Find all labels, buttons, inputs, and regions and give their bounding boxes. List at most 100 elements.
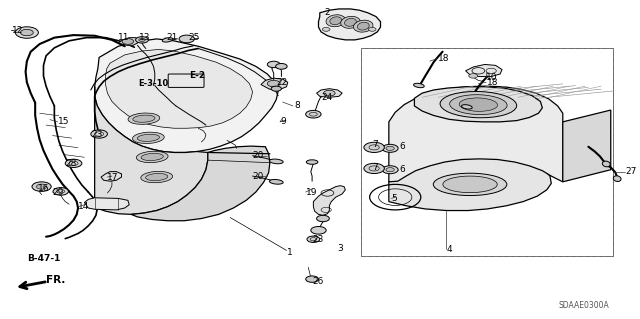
Ellipse shape — [382, 144, 398, 152]
Text: 25: 25 — [189, 33, 200, 42]
Ellipse shape — [340, 16, 360, 28]
Ellipse shape — [613, 176, 621, 182]
Circle shape — [188, 80, 191, 82]
Ellipse shape — [326, 15, 346, 27]
Ellipse shape — [440, 92, 516, 118]
Circle shape — [177, 80, 181, 82]
Ellipse shape — [269, 159, 283, 164]
Ellipse shape — [353, 20, 373, 32]
Ellipse shape — [330, 17, 342, 25]
FancyBboxPatch shape — [168, 74, 204, 87]
Text: 15: 15 — [58, 117, 69, 126]
Circle shape — [139, 38, 145, 41]
Text: 10: 10 — [486, 73, 497, 82]
Ellipse shape — [141, 153, 163, 160]
Circle shape — [182, 80, 186, 82]
Circle shape — [307, 236, 320, 242]
Polygon shape — [118, 38, 140, 45]
Polygon shape — [314, 186, 346, 215]
Text: SDAAE0300A: SDAAE0300A — [558, 301, 609, 310]
Polygon shape — [563, 110, 611, 182]
Polygon shape — [261, 78, 288, 89]
Polygon shape — [415, 87, 542, 122]
Polygon shape — [389, 156, 551, 211]
Ellipse shape — [386, 168, 394, 172]
Text: 14: 14 — [78, 202, 90, 211]
Ellipse shape — [344, 19, 356, 26]
Ellipse shape — [136, 151, 168, 163]
Ellipse shape — [141, 171, 173, 183]
Circle shape — [311, 226, 326, 234]
Text: 20: 20 — [253, 151, 264, 160]
Text: 8: 8 — [294, 101, 300, 110]
Text: 11: 11 — [118, 33, 130, 42]
Circle shape — [324, 90, 335, 96]
Text: 23: 23 — [312, 235, 323, 244]
Circle shape — [306, 110, 321, 118]
Polygon shape — [317, 89, 342, 97]
Polygon shape — [106, 49, 253, 128]
Ellipse shape — [357, 22, 369, 30]
Polygon shape — [101, 172, 122, 181]
Ellipse shape — [450, 95, 507, 115]
Text: 1: 1 — [287, 248, 292, 256]
Text: 2: 2 — [324, 8, 330, 17]
Circle shape — [306, 276, 319, 282]
Polygon shape — [389, 86, 563, 182]
Circle shape — [179, 35, 195, 43]
Circle shape — [317, 215, 330, 222]
Text: 6: 6 — [400, 142, 406, 151]
Text: E-3-10: E-3-10 — [138, 79, 168, 88]
Ellipse shape — [133, 115, 155, 122]
Circle shape — [271, 86, 282, 91]
Text: B-47-1: B-47-1 — [27, 254, 60, 263]
Circle shape — [369, 27, 376, 31]
Circle shape — [136, 37, 148, 43]
Polygon shape — [95, 87, 208, 214]
Text: 5: 5 — [392, 194, 397, 203]
Text: 3: 3 — [338, 244, 344, 253]
Ellipse shape — [443, 176, 497, 193]
Ellipse shape — [269, 180, 283, 184]
Text: 21: 21 — [166, 33, 178, 42]
Text: 4: 4 — [446, 245, 452, 254]
Text: 16: 16 — [38, 184, 50, 193]
Ellipse shape — [386, 146, 394, 150]
Circle shape — [91, 130, 108, 138]
Text: 7: 7 — [372, 140, 378, 149]
Text: 19: 19 — [306, 188, 317, 197]
Text: 17: 17 — [108, 173, 119, 182]
Text: 6: 6 — [400, 165, 406, 174]
Text: FR.: FR. — [46, 275, 65, 285]
Text: 9: 9 — [280, 117, 286, 126]
Text: 26: 26 — [312, 277, 323, 286]
Text: 18: 18 — [487, 78, 499, 87]
Circle shape — [15, 27, 38, 38]
Circle shape — [32, 182, 51, 191]
Polygon shape — [465, 64, 502, 77]
Ellipse shape — [162, 38, 173, 42]
Circle shape — [468, 74, 477, 78]
Ellipse shape — [460, 98, 497, 111]
Circle shape — [36, 184, 47, 189]
Ellipse shape — [461, 105, 472, 109]
Text: 27: 27 — [625, 167, 637, 176]
Text: 28: 28 — [65, 159, 77, 168]
Ellipse shape — [413, 83, 424, 88]
Ellipse shape — [433, 173, 507, 196]
Ellipse shape — [145, 174, 168, 181]
Ellipse shape — [602, 161, 610, 167]
Circle shape — [364, 142, 385, 152]
Text: 7: 7 — [372, 163, 378, 172]
Circle shape — [364, 163, 385, 174]
Ellipse shape — [132, 132, 164, 144]
Text: E-2: E-2 — [189, 71, 205, 80]
Text: 12: 12 — [12, 26, 23, 35]
Text: 29: 29 — [52, 188, 64, 197]
Ellipse shape — [138, 134, 159, 141]
Ellipse shape — [128, 113, 160, 124]
Circle shape — [323, 27, 330, 31]
Circle shape — [276, 63, 287, 69]
Circle shape — [172, 80, 176, 82]
Circle shape — [193, 80, 197, 82]
